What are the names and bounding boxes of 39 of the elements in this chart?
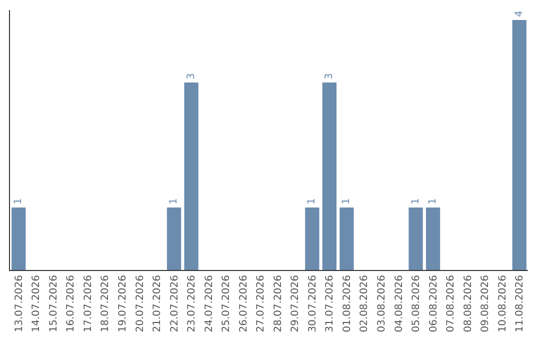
x-tick-label: 28.07.2026 xyxy=(272,275,284,332)
x-tick-label: 05.08.2026 xyxy=(411,275,422,332)
x-tick-label: 19.07.2026 xyxy=(117,275,128,332)
data-label: 1 xyxy=(410,198,422,204)
x-tick-label: 04.08.2026 xyxy=(394,275,405,332)
data-label: 1 xyxy=(168,198,180,204)
data-label: 4 xyxy=(514,10,525,17)
x-tick-label: 11.08.2026 xyxy=(514,275,526,332)
x-tick-label: 29.07.2026 xyxy=(290,275,302,332)
x-tick-label: 14.07.2026 xyxy=(31,275,42,332)
x-tick-label: 16.07.2026 xyxy=(66,275,77,332)
x-tick-label: 03.08.2026 xyxy=(376,275,388,332)
x-tick-label: 26.07.2026 xyxy=(238,275,250,332)
data-label: 1 xyxy=(428,198,439,204)
x-tick-label: 09.08.2026 xyxy=(480,275,492,332)
x-tick-label: 25.07.2026 xyxy=(221,275,232,332)
x-tick-label: 21.07.2026 xyxy=(152,275,164,332)
x-tick-label: 23.07.2026 xyxy=(186,275,198,332)
x-tick-label: 13.07.2026 xyxy=(14,275,25,332)
x-tick-label: 01.08.2026 xyxy=(342,275,353,332)
x-tick-label: 07.08.2026 xyxy=(446,275,457,332)
x-tick-label: 08.08.2026 xyxy=(462,275,474,332)
data-label: 1 xyxy=(13,198,24,204)
data-label: 3 xyxy=(186,73,197,80)
x-tick-label: 30.07.2026 xyxy=(307,275,318,332)
data-label: 1 xyxy=(341,198,352,204)
data-label: 3 xyxy=(324,73,335,80)
x-tick-label: 20.07.2026 xyxy=(134,275,146,332)
x-tick-label: 06.08.2026 xyxy=(428,275,440,332)
x-tick-label: 31.07.2026 xyxy=(324,275,336,332)
x-tick-label: 17.07.2026 xyxy=(82,275,94,332)
x-tick-label: 27.07.2026 xyxy=(256,275,267,332)
x-tick-label: 22.07.2026 xyxy=(169,275,180,332)
data-label: 1 xyxy=(306,198,318,204)
x-tick-label: 18.07.2026 xyxy=(100,275,112,332)
x-tick-label: 24.07.2026 xyxy=(204,275,215,332)
x-tick-label: 02.08.2026 xyxy=(359,275,370,332)
x-tick-label: 10.08.2026 xyxy=(497,275,508,332)
x-tick-label: 15.07.2026 xyxy=(48,275,60,332)
